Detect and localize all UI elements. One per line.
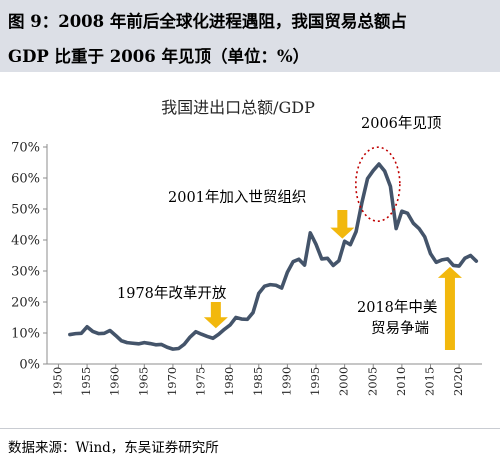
y-tick-label: 60% [11,172,40,187]
y-tick-label: 0% [19,358,40,373]
x-tick-label: 1980 [222,367,236,396]
chart-axes: 0% 10% 20% 30% 40% 50% 60% 70% 1950 1955 1960 1965 1… [11,141,482,396]
x-tick-label: 1995 [308,367,322,396]
footer-divider [0,428,500,429]
x-tick-label: 1960 [108,367,122,396]
figure-caption-line-1: 图 9：2008 年前后全球化进程遇阻，我国贸易总额占 [8,12,407,31]
annotation-2001-label: 2001年加入世贸组织 [168,189,306,206]
x-tick-label: 2005 [365,367,379,396]
figure-caption-line-2: GDP 比重于 2006 年见顶（单位：%） [8,47,310,66]
x-tick-label: 2000 [337,367,351,396]
annotation-2006-label: 2006年见顶 [361,115,441,132]
annotation-2018-arrow [437,266,462,350]
y-tick-label: 20% [11,296,40,311]
x-tick-label: 1950 [50,367,64,396]
trade-gdp-line-chart: 我国进出口总额/GDP 0% 10% 20% 30% 40% 50% 60% 70% 1950 1… [11,98,482,396]
y-tick-label: 30% [11,265,40,280]
y-tick-label: 40% [11,234,40,249]
annotation-1978-arrow [203,302,228,329]
chart-series [68,162,479,351]
annotation-2001-arrow [330,210,355,239]
x-tick-label: 1955 [79,367,93,396]
annotation-2018-label-2: 贸易争端 [371,319,429,337]
x-tick-label: 1975 [194,367,208,396]
chart-title: 我国进出口总额/GDP [161,98,315,117]
x-tick-label: 1990 [279,367,293,396]
y-tick-label: 70% [11,141,40,156]
x-tick-label: 2015 [422,367,436,396]
x-tick-label: 1985 [251,367,265,396]
x-tick-label: 1965 [136,367,150,396]
x-tick-label: 2010 [394,367,408,396]
series-line [68,162,479,351]
y-tick-label: 50% [11,203,40,218]
annotation-1978-label: 1978年改革开放 [117,285,227,302]
x-tick-label: 2020 [451,367,465,396]
annotation-2018-label-1: 2018年中美 [357,299,437,316]
x-tick-label: 1970 [165,367,179,396]
annotation-2006-ellipse [355,146,401,222]
y-tick-label: 10% [11,327,40,342]
source-note: 数据来源：Wind，东吴证券研究所 [8,440,219,456]
figure-header: 图 9：2008 年前后全球化进程遇阻，我国贸易总额占 GDP 比重于 2006… [0,0,500,72]
